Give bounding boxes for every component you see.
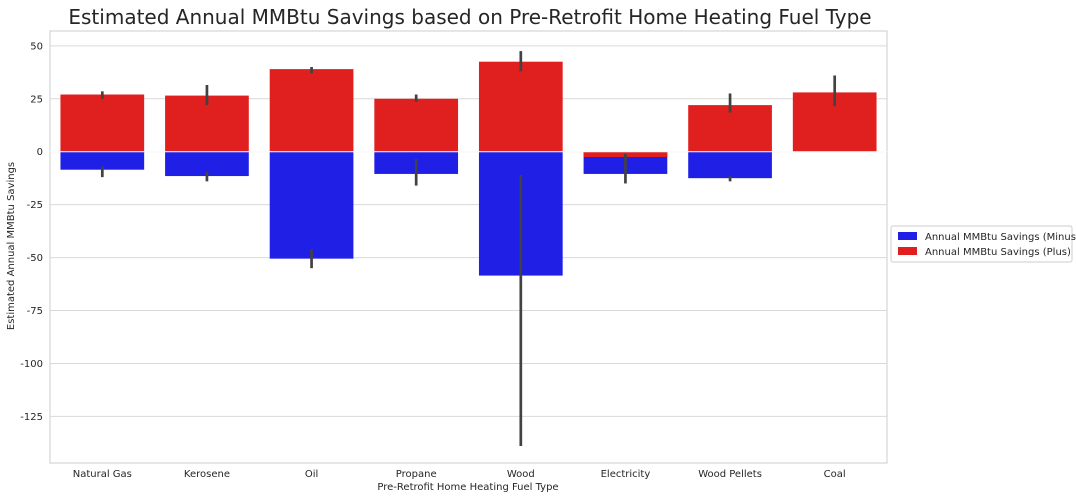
bars xyxy=(60,61,877,276)
x-axis-label: Pre-Retrofit Home Heating Fuel Type xyxy=(377,482,558,493)
y-tick-label: 25 xyxy=(30,94,43,105)
bar-plus xyxy=(60,94,145,152)
bar-minus xyxy=(269,151,354,259)
bar-minus xyxy=(688,151,772,179)
legend-box xyxy=(890,225,1073,263)
legend-entry: Annual MMBtu Savings (Minus) xyxy=(925,232,1076,243)
bar-plus xyxy=(374,98,459,152)
x-tick-label: Wood xyxy=(507,469,535,480)
legend-swatch xyxy=(898,232,917,240)
x-tick-label: Coal xyxy=(824,469,846,480)
chart-title: Estimated Annual MMBtu Savings based on … xyxy=(68,5,871,29)
legend-swatch xyxy=(898,247,917,255)
y-tick-labels: 50 25 0 -25 -50 -75 -100 -125 xyxy=(20,41,43,423)
bar-minus xyxy=(60,151,145,170)
y-axis-label: Estimated Annual MMBtu Savings xyxy=(6,162,17,330)
error-bars xyxy=(50,51,887,447)
y-tick-label: 50 xyxy=(30,41,43,52)
x-tick-label: Natural Gas xyxy=(73,469,132,480)
bar-plus xyxy=(269,69,354,152)
y-tick-label: 0 xyxy=(37,147,43,158)
legend: Annual MMBtu Savings (Minus) Annual MMBtu… xyxy=(890,225,1076,263)
x-tick-label: Electricity xyxy=(601,469,651,480)
legend-entry: Annual MMBtu Savings (Plus) xyxy=(925,247,1071,258)
x-tick-label: Oil xyxy=(305,469,318,480)
x-tick-label: Wood Pellets xyxy=(698,469,762,480)
y-tick-label: -75 xyxy=(27,306,43,317)
bar-plus xyxy=(478,61,563,152)
x-tick-label: Kerosene xyxy=(184,469,230,480)
y-tick-label: -125 xyxy=(20,412,43,423)
bar-plus xyxy=(688,105,772,152)
x-tick-label: Propane xyxy=(396,469,437,480)
y-tick-label: -25 xyxy=(27,200,43,211)
y-tick-label: -100 xyxy=(20,359,43,370)
y-tick-label: -50 xyxy=(27,253,43,264)
x-tick-labels: Natural Gas Kerosene Oil Propane Wood Electri… xyxy=(73,469,846,480)
